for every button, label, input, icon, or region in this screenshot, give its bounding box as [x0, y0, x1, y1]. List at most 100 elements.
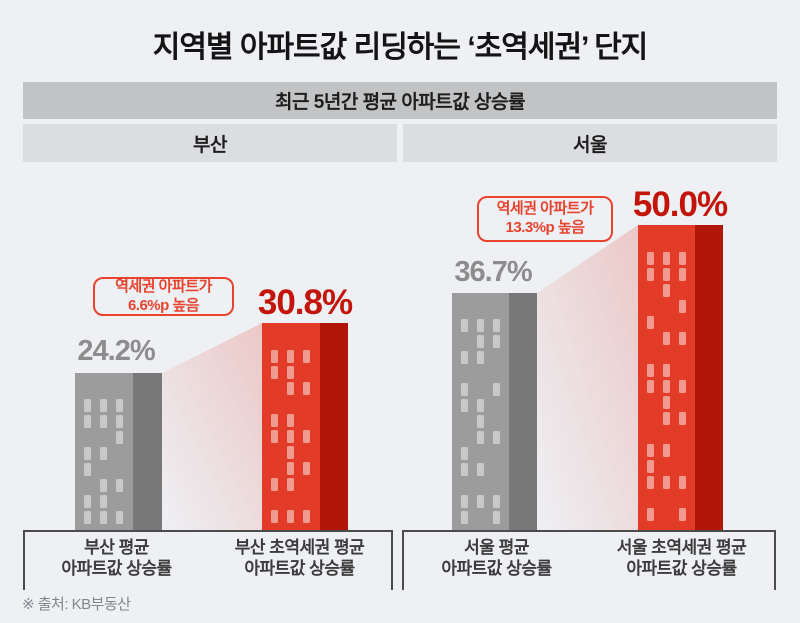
building-window [287, 478, 294, 491]
building-window [271, 478, 278, 491]
building-window [477, 431, 484, 444]
building-window [303, 350, 310, 363]
building-window [116, 431, 123, 444]
building-window [303, 510, 310, 523]
building-window [663, 444, 670, 457]
building-side-face [695, 225, 723, 530]
building-window [493, 383, 500, 396]
building-window [287, 382, 294, 395]
building-window [287, 510, 294, 523]
building-window [663, 332, 670, 345]
building-side-face [133, 373, 162, 530]
building-window [100, 415, 107, 428]
building-window [84, 511, 91, 524]
bar-value-label: 50.0% [632, 185, 728, 224]
building-window [100, 447, 107, 460]
building-window [287, 414, 294, 427]
building-window [287, 446, 294, 459]
building-window [116, 479, 123, 492]
building-window [84, 495, 91, 508]
callout-line2: 13.3%p 높음 [505, 219, 585, 236]
building-window [647, 268, 654, 281]
difference-callout: 역세권 아파트가 6.6%p 높음 [93, 277, 234, 316]
building-window [647, 316, 654, 329]
bar-value-label: 36.7% [454, 256, 532, 288]
building-bar [452, 293, 537, 530]
building-window [663, 380, 670, 393]
building-window [647, 380, 654, 393]
building-window [679, 508, 686, 521]
building-window [477, 415, 484, 428]
connector-shape [537, 225, 638, 530]
building-window [647, 460, 654, 473]
building-window [679, 300, 686, 313]
building-window [679, 380, 686, 393]
building-window [461, 351, 468, 364]
building-window [663, 396, 670, 409]
building-window [287, 462, 294, 475]
building-window [84, 415, 91, 428]
building-window [477, 495, 484, 508]
building-window [461, 447, 468, 460]
building-window [663, 284, 670, 297]
building-window [461, 383, 468, 396]
building-bar [75, 373, 162, 530]
axis-label-bracket-busan: 부산 평균 아파트값 상승률 부산 초역세권 평균 아파트값 상승률 [23, 530, 393, 590]
connector-shape [162, 323, 262, 530]
building-bar [638, 225, 723, 530]
building-window [271, 350, 278, 363]
bar-category-label: 부산 평균 아파트값 상승률 [61, 538, 172, 578]
building-window [287, 366, 294, 379]
building-window [271, 510, 278, 523]
building-window [647, 364, 654, 377]
building-window [271, 366, 278, 379]
building-window [647, 444, 654, 457]
building-window [679, 252, 686, 265]
building-window [116, 399, 123, 412]
building-bar [262, 323, 348, 530]
building-side-face [509, 293, 537, 530]
building-window [303, 462, 310, 475]
callout-line1: 역세권 아파트가 [496, 200, 594, 218]
building-window [663, 268, 670, 281]
building-window [461, 463, 468, 476]
building-window [461, 511, 468, 524]
difference-callout: 역세권 아파트가 13.3%p 높음 [477, 196, 613, 242]
bar-category-label: 부산 초역세권 평균 아파트값 상승률 [234, 538, 365, 578]
building-window [477, 319, 484, 332]
building-window [116, 511, 123, 524]
building-window [100, 479, 107, 492]
bar-category-label: 서울 평균 아파트값 상승률 [441, 538, 552, 578]
building-window [461, 399, 468, 412]
building-window [679, 332, 686, 345]
building-window [663, 364, 670, 377]
bar-value-label: 30.8% [257, 283, 353, 322]
building-window [303, 382, 310, 395]
building-window [287, 350, 294, 363]
source-note: ※ 출처: KB부동산 [22, 596, 131, 613]
building-window [477, 351, 484, 364]
building-window [303, 430, 310, 443]
building-window [493, 431, 500, 444]
region-header-seoul: 서울 [403, 124, 777, 162]
building-window [84, 399, 91, 412]
building-window [493, 319, 500, 332]
building-window [84, 463, 91, 476]
building-window [100, 495, 107, 508]
building-window [461, 495, 468, 508]
building-side-face [320, 323, 348, 530]
building-window [271, 414, 278, 427]
callout-line1: 역세권 아파트가 [115, 277, 212, 295]
building-window [493, 511, 500, 524]
building-window [679, 476, 686, 489]
building-window [679, 268, 686, 281]
building-window [647, 252, 654, 265]
building-window [116, 415, 123, 428]
building-window [461, 319, 468, 332]
bar-value-label: 24.2% [77, 335, 155, 367]
building-window [493, 495, 500, 508]
building-window [477, 399, 484, 412]
callout-line2: 6.6%p 높음 [127, 296, 200, 314]
